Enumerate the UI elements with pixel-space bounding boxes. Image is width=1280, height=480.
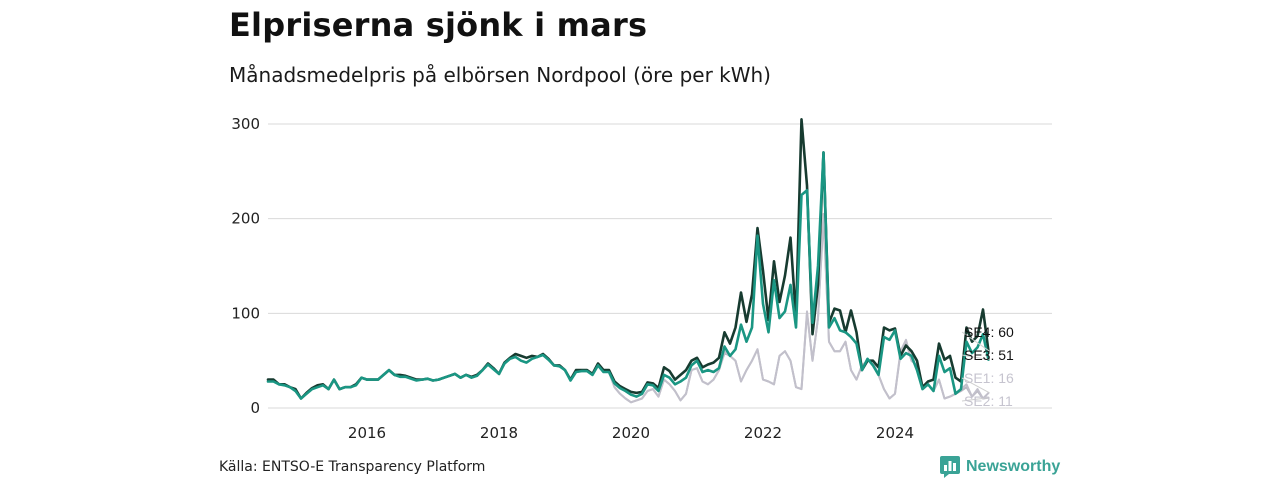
x-tick-label: 2024	[876, 424, 914, 442]
end-labels: SE4: 60 SE3: 51 SE1: 16 SE2: 11	[961, 324, 1014, 409]
leader-line-se3	[961, 354, 990, 361]
x-tick-label: 2022	[744, 424, 782, 442]
brand-name: Newsworthy	[966, 458, 1061, 475]
series-label-se2: SE2: 11	[964, 393, 1013, 409]
brand-logo: Newsworthy	[940, 456, 1060, 478]
series-label-se3: SE3: 51	[964, 347, 1014, 363]
leader-line-se1	[961, 377, 990, 394]
leader-line-se2	[961, 397, 990, 402]
x-tick-label: 2018	[480, 424, 518, 442]
series-label-se1: SE1: 16	[964, 370, 1014, 386]
series-lines	[266, 118, 990, 404]
series-line-se2	[267, 217, 990, 404]
source-note: Källa: ENTSO-E Transparency Platform	[219, 459, 486, 475]
leader-line-se4	[961, 331, 990, 352]
chart-subtitle: Månadsmedelpris på elbörsen Nordpool (ör…	[229, 63, 771, 87]
y-tick-label: 0	[250, 399, 260, 417]
newsworthy-logo-icon	[940, 456, 960, 478]
y-tick-label: 200	[231, 210, 260, 228]
x-tick-label: 2020	[612, 424, 650, 442]
series-label-se4: SE4: 60	[964, 324, 1014, 340]
y-tick-label: 300	[231, 115, 260, 133]
series-line-se3	[266, 151, 990, 400]
y-tick-label: 100	[231, 304, 260, 322]
series-line-se1	[267, 212, 990, 404]
x-axis: 2016 2018 2020 2022 2024	[348, 424, 914, 442]
chart-title: Elpriserna sjönk i mars	[229, 6, 648, 44]
gridlines	[268, 123, 1052, 409]
x-tick-label: 2016	[348, 424, 386, 442]
y-axis: 0 100 200 300	[231, 115, 260, 417]
